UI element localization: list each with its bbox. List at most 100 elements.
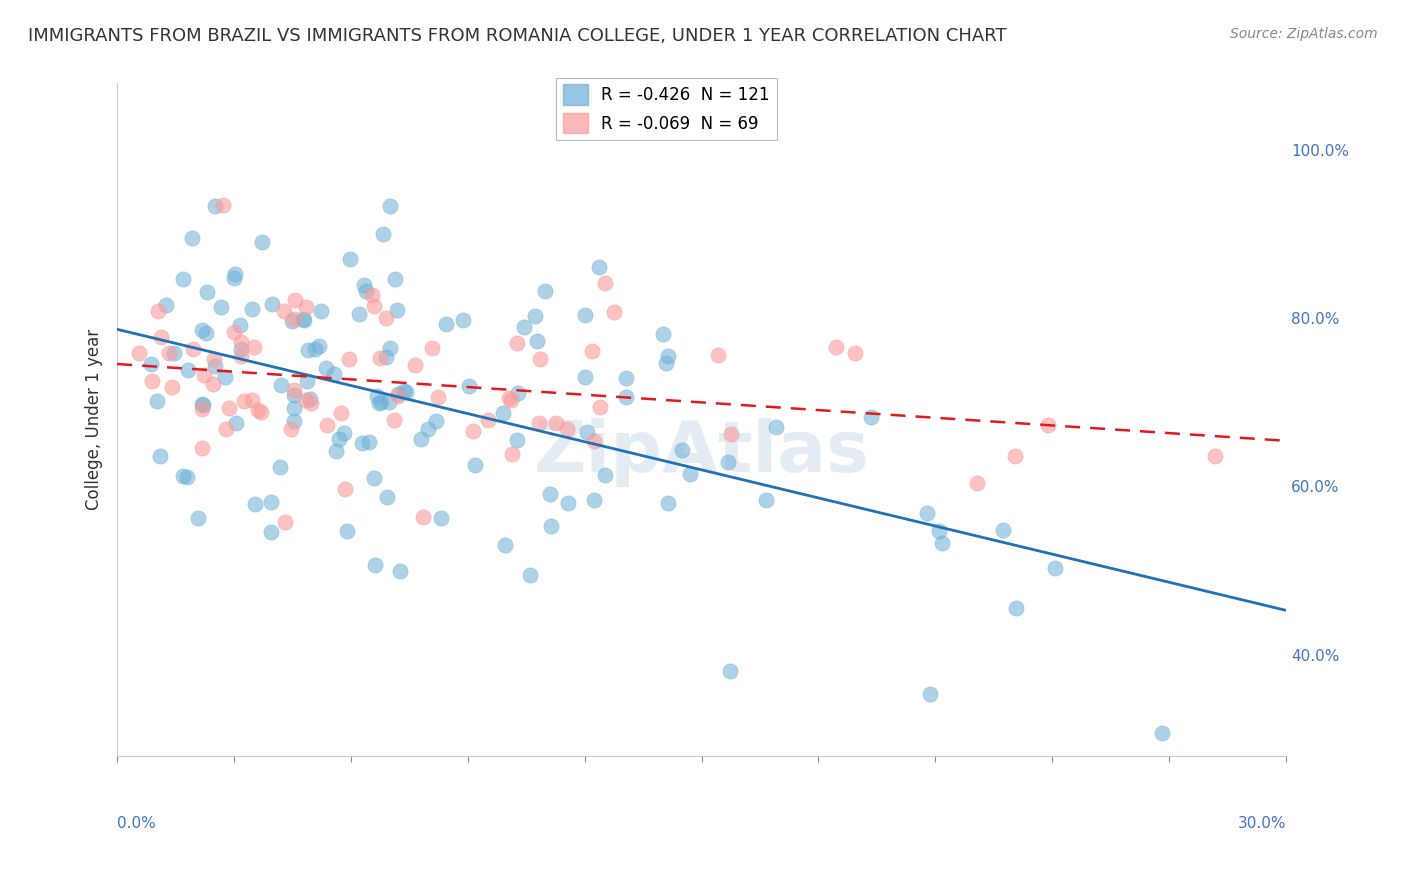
Point <box>149 449 172 463</box>
Point <box>374 310 396 325</box>
Point <box>283 414 305 428</box>
Point <box>574 309 596 323</box>
Point <box>499 393 522 408</box>
Point <box>146 303 169 318</box>
Point <box>240 301 263 316</box>
Point <box>333 425 356 440</box>
Point <box>231 334 253 349</box>
Point <box>614 371 637 385</box>
Point <box>526 334 548 348</box>
Point <box>651 327 673 342</box>
Point <box>928 524 950 538</box>
Point <box>214 370 236 384</box>
Point <box>593 277 616 291</box>
Y-axis label: College, Under 1 year: College, Under 1 year <box>86 328 103 509</box>
Point <box>368 351 391 366</box>
Point <box>329 406 352 420</box>
Point <box>233 393 256 408</box>
Point <box>146 393 169 408</box>
Point <box>177 363 200 377</box>
Point <box>301 396 323 410</box>
Point <box>283 401 305 416</box>
Point <box>273 304 295 318</box>
Point <box>181 342 204 356</box>
Point <box>931 536 953 550</box>
Point <box>506 336 529 351</box>
Point <box>540 519 562 533</box>
Point <box>202 377 225 392</box>
Point <box>193 398 215 412</box>
Point <box>461 424 484 438</box>
Point <box>269 460 291 475</box>
Point <box>211 198 233 212</box>
Point <box>458 379 481 393</box>
Point <box>304 343 326 357</box>
Point <box>534 285 557 299</box>
Point <box>157 346 180 360</box>
Point <box>380 199 402 213</box>
Point <box>505 433 527 447</box>
Point <box>172 272 194 286</box>
Point <box>371 227 394 241</box>
Point <box>309 304 332 318</box>
Point <box>339 252 361 267</box>
Point <box>363 471 385 485</box>
Point <box>464 458 486 472</box>
Point <box>418 422 440 436</box>
Point <box>295 392 318 407</box>
Point <box>844 346 866 360</box>
Point <box>141 374 163 388</box>
Point <box>529 351 551 366</box>
Point <box>426 391 449 405</box>
Point <box>308 339 330 353</box>
Point <box>195 285 218 300</box>
Text: ZipAtlas: ZipAtlas <box>533 418 869 487</box>
Point <box>581 344 603 359</box>
Point <box>583 434 606 448</box>
Point <box>718 665 741 679</box>
Point <box>353 277 375 292</box>
Point <box>298 392 321 406</box>
Point <box>229 349 252 363</box>
Point <box>519 568 541 582</box>
Point <box>240 393 263 408</box>
Point <box>392 384 415 399</box>
Point <box>557 421 579 435</box>
Point <box>425 414 447 428</box>
Point <box>395 384 418 399</box>
Point <box>915 506 938 520</box>
Point <box>322 367 344 381</box>
Point <box>720 427 742 442</box>
Point <box>260 296 283 310</box>
Point <box>225 417 247 431</box>
Point <box>1038 418 1060 433</box>
Point <box>588 260 610 275</box>
Point <box>150 330 173 344</box>
Point <box>270 377 292 392</box>
Point <box>588 400 610 414</box>
Point <box>229 342 252 356</box>
Point <box>163 346 186 360</box>
Point <box>229 318 252 332</box>
Point <box>295 300 318 314</box>
Point <box>315 361 337 376</box>
Point <box>222 325 245 339</box>
Point <box>451 312 474 326</box>
Point <box>523 309 546 323</box>
Point <box>498 392 520 406</box>
Point <box>384 271 406 285</box>
Point <box>420 341 443 355</box>
Point <box>284 293 307 307</box>
Point <box>717 455 740 469</box>
Point <box>824 340 846 354</box>
Point <box>991 523 1014 537</box>
Point <box>354 284 377 298</box>
Point <box>283 383 305 397</box>
Point <box>247 402 270 417</box>
Point <box>283 388 305 402</box>
Point <box>250 235 273 249</box>
Legend: R = -0.426  N = 121, R = -0.069  N = 69: R = -0.426 N = 121, R = -0.069 N = 69 <box>557 78 776 140</box>
Point <box>508 386 530 401</box>
Point <box>333 483 356 497</box>
Point <box>204 199 226 213</box>
